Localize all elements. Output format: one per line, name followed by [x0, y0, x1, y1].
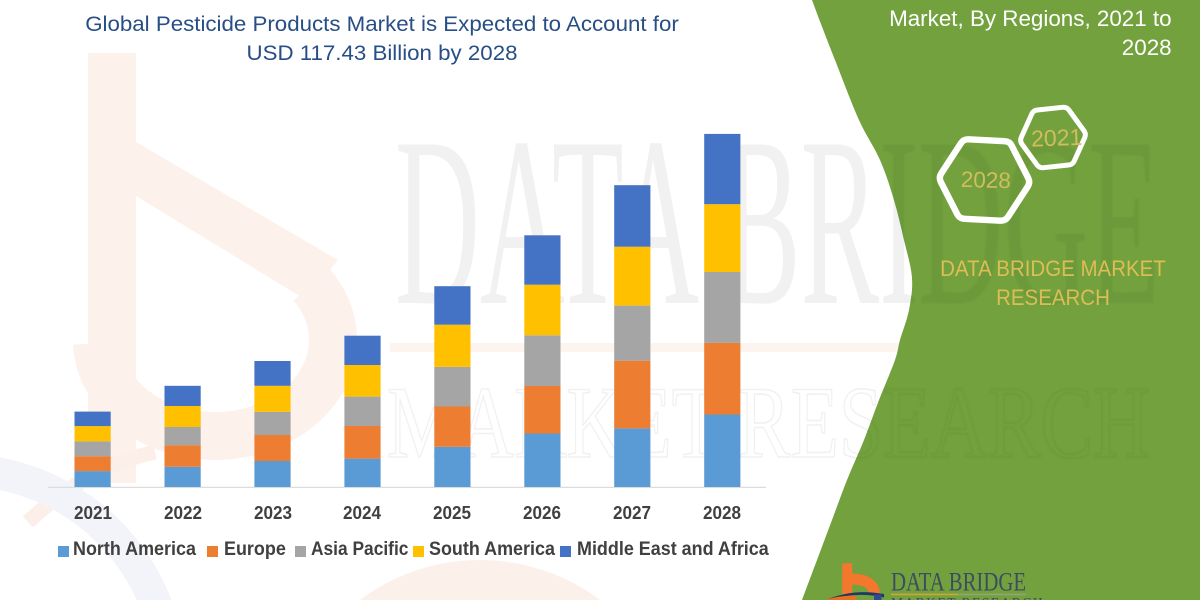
svg-text:2021: 2021: [1031, 124, 1083, 152]
svg-text:DATA BRIDGE: DATA BRIDGE: [891, 568, 1026, 597]
svg-text:2028: 2028: [960, 167, 1011, 193]
svg-text:MARKET RESEARCH: MARKET RESEARCH: [891, 595, 1044, 600]
